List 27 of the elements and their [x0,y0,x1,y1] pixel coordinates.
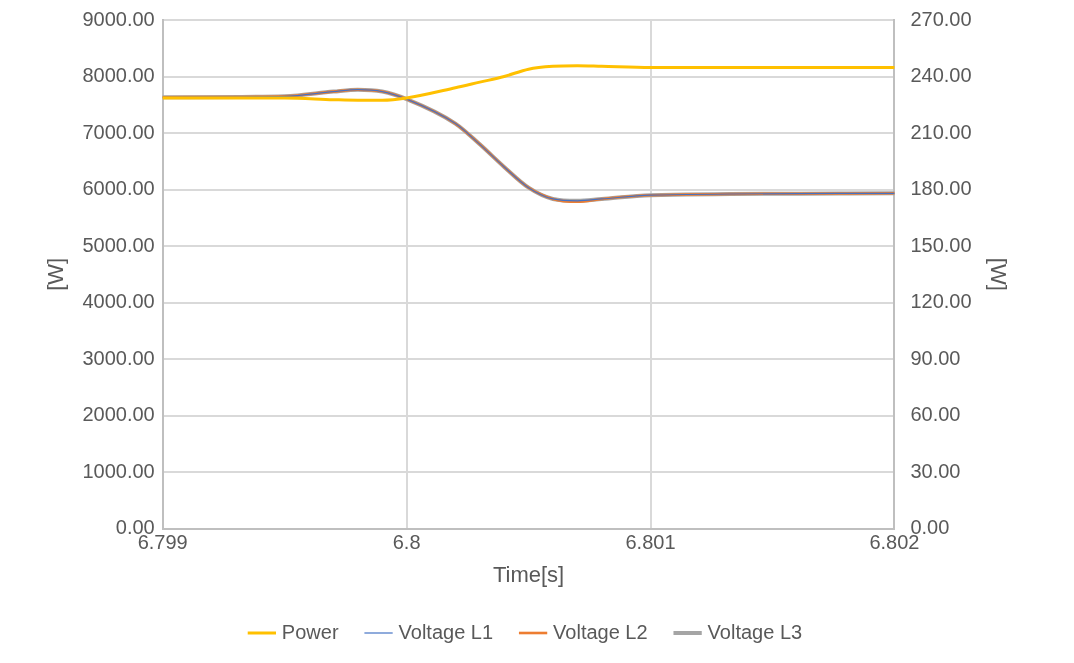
y-tick-label: 3000.00 [82,346,155,369]
y2-tick-label: 270.00 [910,7,972,30]
y2-tick-label: 240.00 [910,64,972,87]
y-tick-label: 7000.00 [82,120,155,143]
legend-label: Voltage L3 [707,620,803,643]
y2-tick-label: 30.00 [910,459,961,482]
y-tick-label: 4000.00 [82,290,155,313]
legend-label: Voltage L2 [553,620,648,643]
x-tick-label: 6.8 [392,531,421,554]
y2-tick-label: 180.00 [910,177,972,200]
y-tick-label: 5000.00 [82,233,155,256]
y2-tick-label: 120.00 [910,290,972,313]
y-axis-title: [W] [43,257,69,291]
y-tick-label: 1000.00 [82,459,155,482]
y-tick-label: 2000.00 [82,403,155,426]
y-tick-label: 9000.00 [82,7,155,30]
legend-label: Voltage L1 [398,620,494,643]
y2-tick-label: 210.00 [910,120,972,143]
y2-tick-label: 150.00 [910,233,972,256]
y-tick-label: 6000.00 [82,177,155,200]
y2-tick-label: 60.00 [910,403,961,426]
y-tick-label: 8000.00 [82,64,155,87]
x-axis-title: Time[s] [492,561,565,587]
y2-axis-title: [W] [985,257,1011,291]
x-tick-label: 6.801 [625,531,676,554]
y2-tick-label: 90.00 [910,346,961,369]
legend-label: Power [281,620,339,643]
